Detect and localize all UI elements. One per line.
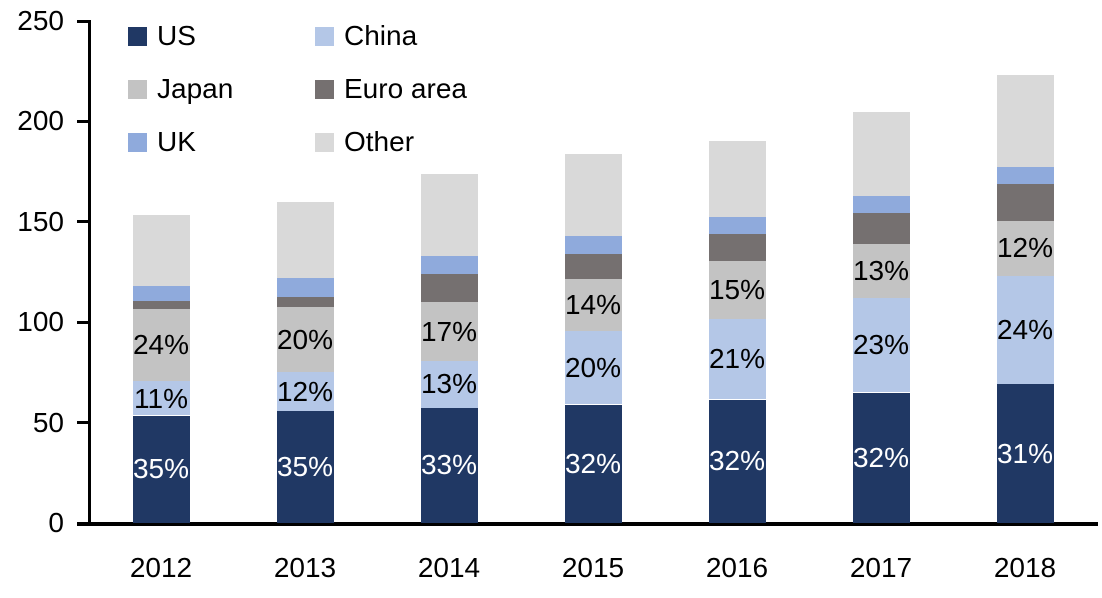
y-tick-label: 0: [48, 507, 64, 538]
segment-euro-area-2013: [276, 297, 334, 308]
segment-china-2015: [564, 331, 622, 405]
legend-swatch-icon: [315, 26, 334, 46]
segment-euro-area-2016: [708, 233, 766, 261]
x-tick-label-2013: 2013: [273, 552, 337, 583]
legend: US China Japan Euro area UK Other: [128, 16, 467, 162]
segment-uk-2017: [852, 195, 910, 213]
segment-china-2014: [420, 361, 478, 408]
x-tick-label-2016: 2016: [705, 552, 769, 583]
segment-uk-2015: [564, 235, 622, 254]
segment-china-2016: [708, 319, 766, 400]
segment-other-2012: [132, 214, 190, 287]
segment-japan-2012: [132, 309, 190, 382]
y-axis: [88, 21, 91, 525]
segment-other-2015: [564, 153, 622, 236]
segment-china-2017: [852, 298, 910, 393]
y-tick-mark: [77, 119, 91, 123]
y-tick-label: 100: [17, 306, 64, 338]
segment-other-2014: [420, 173, 478, 256]
segment-china-2012: [132, 381, 190, 416]
legend-label: UK: [157, 126, 196, 157]
segment-japan-2014: [420, 302, 478, 362]
segment-us-2016: [708, 399, 766, 523]
y-tick-mark: [77, 521, 91, 525]
x-tick-label-2018: 2018: [993, 552, 1057, 583]
legend-label: Euro area: [344, 73, 467, 104]
segment-euro-area-2012: [132, 301, 190, 310]
legend-swatch-icon: [315, 132, 334, 152]
legend-item-japan: Japan: [128, 69, 315, 109]
legend-item-other: Other: [315, 122, 467, 162]
segment-japan-2013: [276, 307, 334, 373]
x-tick-label-2017: 2017: [849, 552, 913, 583]
legend-label: US: [157, 20, 196, 51]
y-tick-mark: [77, 220, 91, 224]
segment-other-2013: [276, 201, 334, 278]
segment-other-2016: [708, 140, 766, 217]
legend-item-us: US: [128, 16, 315, 56]
segment-japan-2018: [996, 220, 1054, 276]
x-tick-label-2012: 2012: [129, 552, 193, 583]
x-tick-label-2014: 2014: [417, 552, 481, 583]
segment-china-2018: [996, 276, 1054, 385]
legend-swatch-icon: [128, 132, 147, 152]
segment-china-2013: [276, 372, 334, 411]
segment-euro-area-2014: [420, 274, 478, 303]
segment-us-2017: [852, 392, 910, 523]
y-tick-mark: [77, 320, 91, 324]
legend-item-uk: UK: [128, 122, 315, 162]
legend-swatch-icon: [128, 79, 147, 99]
segment-uk-2014: [420, 255, 478, 274]
y-tick-label: 150: [17, 205, 64, 237]
segment-euro-area-2018: [996, 183, 1054, 221]
segment-japan-2015: [564, 279, 622, 332]
legend-item-china: China: [315, 16, 467, 56]
segment-uk-2012: [132, 286, 190, 302]
y-tick-label: 200: [17, 105, 64, 137]
segment-japan-2017: [852, 243, 910, 299]
legend-item-euro-area: Euro area: [315, 69, 467, 109]
segment-uk-2016: [708, 216, 766, 234]
x-axis: [77, 522, 1098, 526]
segment-us-2015: [564, 404, 622, 523]
legend-label: Other: [344, 126, 415, 157]
y-tick-mark: [77, 19, 91, 23]
legend-swatch-icon: [315, 79, 334, 99]
legend-label: China: [344, 20, 418, 51]
segment-other-2017: [852, 112, 910, 196]
segment-uk-2013: [276, 278, 334, 298]
legend-swatch-icon: [128, 26, 147, 46]
segment-other-2018: [996, 75, 1054, 167]
legend-label: Japan: [157, 73, 234, 104]
y-tick-label: 250: [17, 5, 64, 36]
x-tick-label-2015: 2015: [561, 552, 625, 583]
segment-euro-area-2017: [852, 212, 910, 244]
segment-us-2014: [420, 407, 478, 523]
segment-japan-2016: [708, 261, 766, 320]
y-tick-mark: [77, 421, 91, 425]
segment-us-2013: [276, 410, 334, 523]
segment-euro-area-2015: [564, 253, 622, 279]
segment-uk-2018: [996, 166, 1054, 184]
y-tick-label: 50: [32, 406, 64, 438]
segment-us-2012: [132, 415, 190, 523]
segment-us-2018: [996, 384, 1054, 523]
